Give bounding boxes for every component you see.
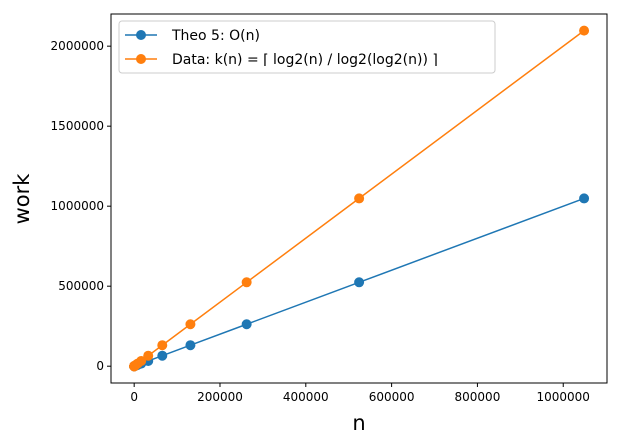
- series-1-point: [157, 350, 168, 361]
- legend-label-2: Data: k(n) = ⌈ log2(n) / log2(log2(n)) ⌉: [172, 52, 438, 68]
- x-axis-title: n: [352, 411, 365, 435]
- series-2-point: [354, 193, 365, 204]
- series-1-point: [185, 340, 196, 351]
- x-tick-label: 200000: [197, 390, 243, 404]
- series-1-point: [579, 193, 590, 204]
- legend-swatch-2-marker: [136, 54, 146, 64]
- y-tick-label: 500000: [58, 279, 104, 293]
- y-axis-title: work: [10, 173, 34, 225]
- legend-box: [118, 20, 496, 74]
- y-tick-label: 0: [96, 359, 104, 373]
- series-2-point: [157, 340, 168, 351]
- y-tick-label: 2000000: [51, 39, 104, 53]
- legend-entry-2: Data: k(n) = ⌈ log2(n) / log2(log2(n)) ⌉: [125, 52, 438, 68]
- x-tick-label: 400000: [283, 390, 329, 404]
- legend-entry-1: Theo 5: O(n): [125, 28, 260, 44]
- x-tick-label: 1000000: [537, 390, 590, 404]
- series-2-point: [579, 25, 590, 36]
- y-axis: 0 500000 1000000 1500000 2000000: [51, 39, 111, 373]
- x-tick-label: 800000: [455, 390, 501, 404]
- series-2-point: [241, 277, 252, 288]
- plot-frame: [110, 13, 608, 384]
- x-axis: 0 200000 400000 600000 800000 1000000: [130, 383, 590, 404]
- series-2-point: [136, 355, 147, 366]
- series-layer: [129, 25, 590, 372]
- x-tick-label: 0: [130, 390, 138, 404]
- series-2-point: [185, 319, 196, 330]
- x-tick-label: 600000: [369, 390, 415, 404]
- legend: Theo 5: O(n) Data: k(n) = ⌈ log2(n) / lo…: [118, 20, 496, 74]
- y-tick-label: 1500000: [51, 119, 104, 133]
- series-1-point: [241, 319, 252, 330]
- y-tick-label: 1000000: [51, 199, 104, 213]
- series-2-point: [143, 350, 154, 361]
- legend-label-1: Theo 5: O(n): [171, 28, 260, 44]
- series-1-point: [354, 277, 365, 288]
- legend-swatch-1-marker: [136, 30, 146, 40]
